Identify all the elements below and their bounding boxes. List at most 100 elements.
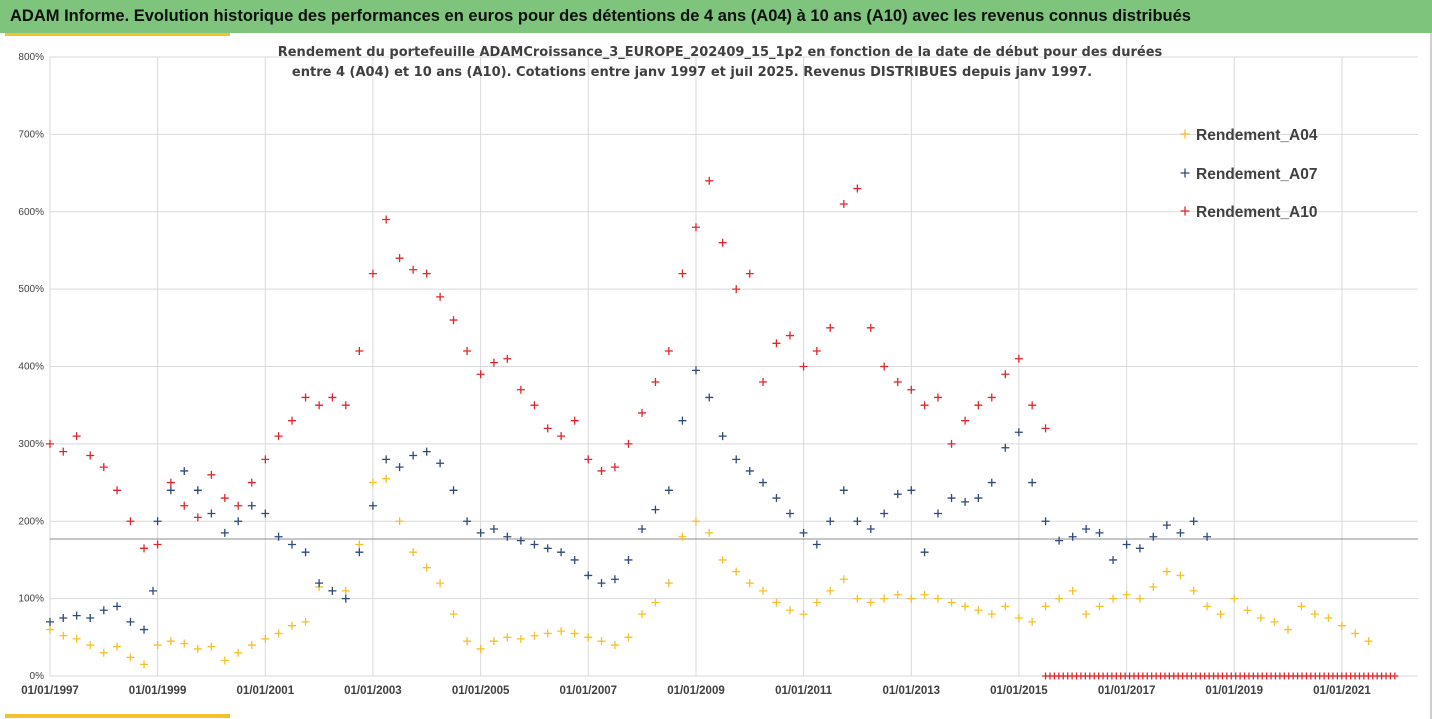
data-point xyxy=(826,586,835,595)
data-point xyxy=(718,555,727,564)
data-point xyxy=(974,401,983,410)
x-tick-label: 01/01/2021 xyxy=(1313,685,1371,697)
data-point xyxy=(759,478,768,487)
data-point xyxy=(1189,517,1198,526)
data-point xyxy=(718,432,727,441)
data-point xyxy=(1230,594,1239,603)
data-point xyxy=(1351,629,1360,638)
data-point xyxy=(355,540,364,549)
data-point xyxy=(46,439,54,448)
data-point xyxy=(140,660,149,669)
data-point xyxy=(1028,478,1037,487)
data-point xyxy=(59,631,68,640)
legend-marker-Rendement_A10 xyxy=(1180,206,1190,216)
data-point xyxy=(149,586,158,595)
data-point xyxy=(987,478,996,487)
y-tick-label: 200% xyxy=(18,516,44,527)
data-point xyxy=(220,528,229,537)
data-point xyxy=(610,463,619,472)
data-point xyxy=(261,455,270,464)
data-point xyxy=(140,544,149,553)
data-point xyxy=(745,579,754,588)
data-point xyxy=(853,594,862,603)
data-point xyxy=(489,358,498,367)
data-point xyxy=(516,634,525,643)
data-point xyxy=(193,644,202,653)
x-axis-ticks: 01/01/1997 01/01/1999 01/01/2001 01/01/2003… xyxy=(21,685,1371,697)
data-point xyxy=(1122,540,1131,549)
data-point xyxy=(288,540,297,549)
data-point xyxy=(72,432,81,441)
data-point xyxy=(1014,613,1023,622)
data-point xyxy=(207,470,216,479)
data-point xyxy=(893,490,902,499)
data-point xyxy=(664,579,673,588)
data-point xyxy=(1135,594,1144,603)
series-Rendement_A10 xyxy=(46,176,1050,553)
chart-legend: Rendement_A04 Rendement_A07 Rendement_A10 xyxy=(1180,127,1318,221)
data-point xyxy=(341,401,350,410)
data-point xyxy=(907,486,916,495)
data-point xyxy=(1055,536,1064,545)
data-point xyxy=(274,532,283,541)
chart-subtitle-line-2: entre 4 (A04) et 10 ans (A10). Cotations… xyxy=(292,65,1092,80)
data-point xyxy=(920,401,929,410)
data-point xyxy=(705,176,714,185)
data-point xyxy=(759,377,768,386)
legend-label-Rendement_A07: Rendement_A07 xyxy=(1196,166,1317,183)
data-point xyxy=(153,540,162,549)
data-point xyxy=(597,466,606,475)
data-point xyxy=(732,285,741,294)
data-point xyxy=(180,501,189,510)
legend-marker-Rendement_A07 xyxy=(1180,168,1190,178)
data-point xyxy=(368,478,377,487)
y-axis-ticks: 0% 100% 200% 300% 400% 500% 600% 700% 800% xyxy=(18,52,44,682)
x-tick-label: 01/01/2005 xyxy=(452,685,510,697)
data-point xyxy=(341,586,350,595)
data-point xyxy=(866,524,875,533)
data-point xyxy=(1337,621,1346,630)
series-layer xyxy=(46,176,1373,669)
data-point xyxy=(288,621,297,630)
data-point xyxy=(449,486,458,495)
data-point xyxy=(476,370,485,379)
data-point xyxy=(1095,602,1104,611)
data-point xyxy=(880,594,889,603)
data-point xyxy=(826,323,835,332)
x-tick-label: 01/01/2011 xyxy=(775,685,833,697)
data-point xyxy=(126,617,135,626)
data-point xyxy=(1284,625,1293,634)
x-tick-label: 01/01/2017 xyxy=(1098,685,1156,697)
data-point xyxy=(140,625,149,634)
y-tick-label: 800% xyxy=(18,52,44,63)
x-tick-label: 01/01/2019 xyxy=(1205,685,1263,697)
y-tick-label: 600% xyxy=(18,207,44,218)
data-point xyxy=(301,548,310,557)
data-point xyxy=(261,634,270,643)
data-point xyxy=(570,416,579,425)
data-point xyxy=(1001,443,1010,452)
data-point xyxy=(1082,610,1091,619)
data-point xyxy=(543,629,552,638)
data-point xyxy=(664,347,673,356)
data-point xyxy=(839,486,848,495)
data-point xyxy=(382,215,391,224)
data-point xyxy=(328,586,337,595)
data-point xyxy=(1176,528,1185,537)
data-point xyxy=(368,501,377,510)
data-point xyxy=(543,424,552,433)
data-point xyxy=(46,625,54,634)
data-point xyxy=(557,432,566,441)
data-point xyxy=(651,598,660,607)
data-point xyxy=(274,432,283,441)
zero-line-markers xyxy=(1042,672,1399,680)
data-point xyxy=(624,439,633,448)
data-point xyxy=(1082,524,1091,533)
data-point xyxy=(1324,613,1333,622)
data-point xyxy=(530,631,539,640)
data-point xyxy=(853,517,862,526)
data-point xyxy=(1109,594,1118,603)
data-point xyxy=(584,571,593,580)
data-point xyxy=(503,354,512,363)
